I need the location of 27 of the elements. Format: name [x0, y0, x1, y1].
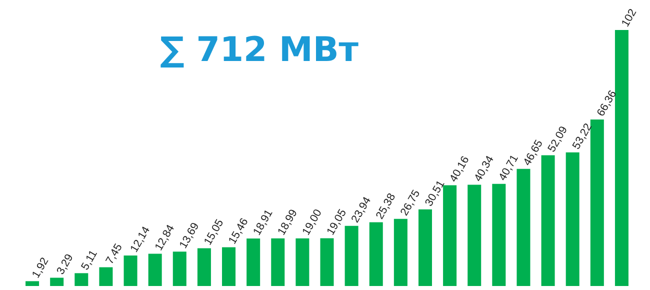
bar: [516, 168, 530, 286]
bar: [271, 238, 285, 286]
bar: [344, 226, 358, 286]
bar: [26, 281, 40, 286]
bar: [394, 218, 408, 286]
bar: [369, 222, 383, 286]
bar: [614, 30, 628, 286]
bar: [172, 252, 186, 286]
bar: [148, 254, 162, 286]
bar: [492, 184, 506, 286]
bar: [320, 238, 334, 286]
bar: [74, 273, 88, 286]
bar: [443, 185, 457, 286]
bar: [566, 152, 580, 286]
bar: [468, 184, 482, 286]
data-label: 102: [620, 7, 640, 30]
bar: [124, 256, 138, 286]
bar: [590, 119, 604, 286]
bar: [197, 248, 211, 286]
bar: [50, 278, 64, 286]
bar: [418, 209, 432, 286]
bar: [99, 267, 113, 286]
bar: [246, 238, 260, 286]
chart-title: ∑ 712 МВт: [160, 30, 359, 70]
bar: [541, 155, 555, 286]
bar: [222, 247, 236, 286]
bar: [296, 238, 310, 286]
